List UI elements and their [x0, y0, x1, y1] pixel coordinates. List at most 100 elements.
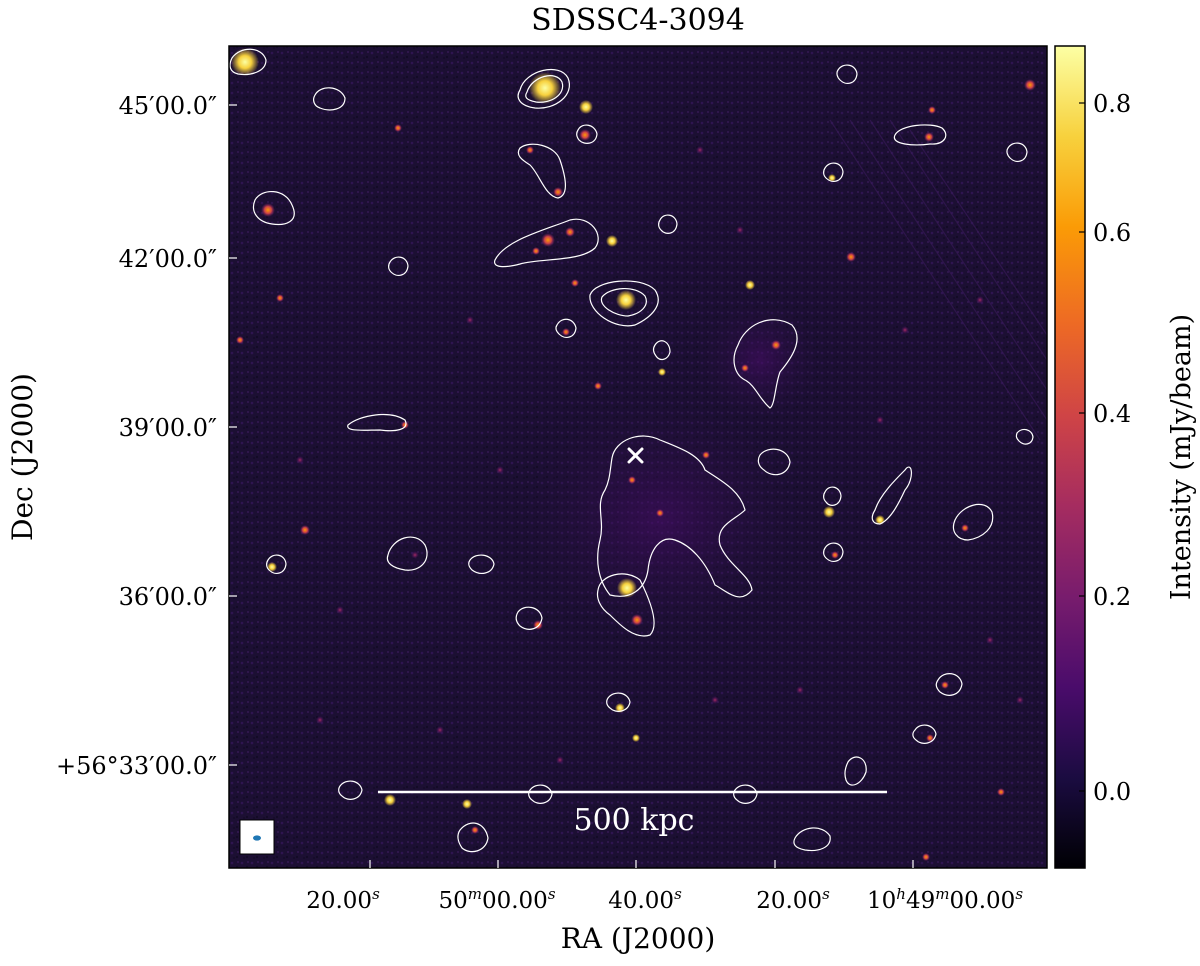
- radio-source: [926, 734, 934, 742]
- contour-top-source-inner: [525, 75, 564, 103]
- contour-top-source: [517, 68, 571, 109]
- radio-source: [594, 382, 602, 390]
- contour-right-elong: [871, 466, 912, 525]
- radio-source: [745, 280, 755, 290]
- contour-small-1: [313, 87, 346, 111]
- x-cross-marker: [627, 447, 644, 464]
- radio-source: [711, 696, 719, 704]
- y-tick-label: 39′00.0″: [119, 414, 217, 442]
- radio-source: [466, 316, 474, 324]
- radio-source: [401, 421, 409, 429]
- radio-source: [796, 686, 804, 694]
- scale-bar-label: 500 kpc: [574, 803, 695, 838]
- radio-source: [300, 525, 310, 535]
- contour-small-6: [555, 318, 577, 338]
- radio-source: [928, 106, 936, 114]
- radio-source: [828, 174, 836, 182]
- chart-title: SDSSC4-3094: [531, 3, 745, 38]
- colorbar-gradient: [1054, 45, 1086, 869]
- radio-source: [553, 187, 563, 197]
- x-tick-label: 20.00s: [756, 885, 830, 914]
- contour-small-8: [823, 542, 844, 562]
- radio-source: [986, 636, 994, 644]
- radio-source: [261, 203, 275, 217]
- contour-small-4: [836, 64, 858, 84]
- contour-left-ring: [386, 536, 428, 571]
- radio-source: [276, 294, 284, 302]
- contour-small-16: [844, 756, 867, 786]
- radio-source: [976, 296, 984, 304]
- radio-source: [471, 826, 479, 834]
- contour-small-14: [606, 692, 631, 712]
- contour-small-5: [658, 214, 678, 234]
- radio-source: [1016, 696, 1024, 704]
- radio-source: [922, 853, 930, 861]
- y-tick-label: 42′00.0″: [119, 245, 217, 273]
- radio-source: [336, 606, 344, 614]
- radio-source: [771, 340, 781, 350]
- x-tick-label: 40.00s: [608, 885, 682, 914]
- radio-source: [656, 509, 664, 517]
- radio-source: [702, 451, 710, 459]
- y-tick-labels: 45′00.0″ 42′00.0″ 39′00.0″ 36′00.0″ +56°…: [56, 92, 217, 780]
- radio-source: [876, 416, 884, 424]
- contour-right-blob: [733, 319, 798, 409]
- radio-source: [579, 129, 591, 141]
- contour-right-ring: [952, 503, 994, 541]
- contour-left-blob: [252, 191, 295, 226]
- radio-source: [411, 551, 419, 559]
- radio-source: [628, 476, 636, 484]
- contour-small-7: [823, 486, 842, 506]
- radio-source: [541, 233, 555, 247]
- y-tick-label: 45′00.0″: [119, 92, 217, 120]
- radio-source: [394, 124, 402, 132]
- radio-source: [631, 614, 643, 626]
- radio-source: [556, 756, 564, 764]
- radio-source: [384, 794, 396, 806]
- radio-source: [562, 328, 570, 336]
- colorbar-label: Intensity (mJy/beam): [1166, 314, 1197, 600]
- contour-arc-upper2: [517, 143, 566, 199]
- radio-source: [997, 788, 1005, 796]
- contour-bottom-left: [457, 822, 489, 853]
- radio-source: [741, 364, 749, 372]
- radio-source: [616, 290, 636, 310]
- x-axis-label: RA (J2000): [561, 922, 716, 955]
- map-frame: [228, 45, 1048, 869]
- y-axis-label: Dec (J2000): [6, 373, 39, 541]
- radio-source: [436, 726, 444, 734]
- contour-lines: [229, 48, 1034, 853]
- contour-small-3: [823, 162, 844, 182]
- x-tick-label: 10h49m00.00s: [867, 885, 1023, 914]
- radio-source: [823, 506, 835, 518]
- contour-diffuse-center: [597, 435, 753, 598]
- radio-source: [496, 466, 504, 474]
- radio-source: [532, 247, 540, 255]
- map-ticks: [229, 104, 914, 868]
- radio-source: [941, 681, 949, 689]
- contour-small-22: [653, 340, 671, 361]
- contour-small-21: [266, 554, 287, 574]
- colorbar-tick-label: 0.2: [1093, 583, 1131, 611]
- contour-small-12: [1006, 142, 1028, 162]
- radio-source: [462, 799, 472, 809]
- radio-source: [1024, 79, 1036, 91]
- colorbar: 0.0 0.2 0.4 0.6 0.8 Intensity (mJy/beam): [1054, 45, 1197, 869]
- contour-arc-upper: [494, 218, 599, 268]
- beam-box: [239, 819, 275, 855]
- colorbar-tick-label: 0.4: [1093, 400, 1131, 428]
- x-tick-label: 20.00s: [306, 885, 380, 914]
- radio-source: [606, 235, 618, 247]
- radio-source: [316, 716, 324, 724]
- radio-source: [579, 100, 593, 114]
- contour-south-blob: [596, 573, 655, 637]
- radio-source: [846, 252, 856, 262]
- radio-source: [961, 524, 969, 532]
- radio-source: [565, 227, 575, 237]
- radio-source: [831, 551, 839, 559]
- contour-bright-middle-inner: [600, 288, 647, 317]
- contour-small-2: [576, 124, 598, 144]
- contour-bottom-right: [793, 827, 831, 852]
- radio-source: [924, 132, 934, 142]
